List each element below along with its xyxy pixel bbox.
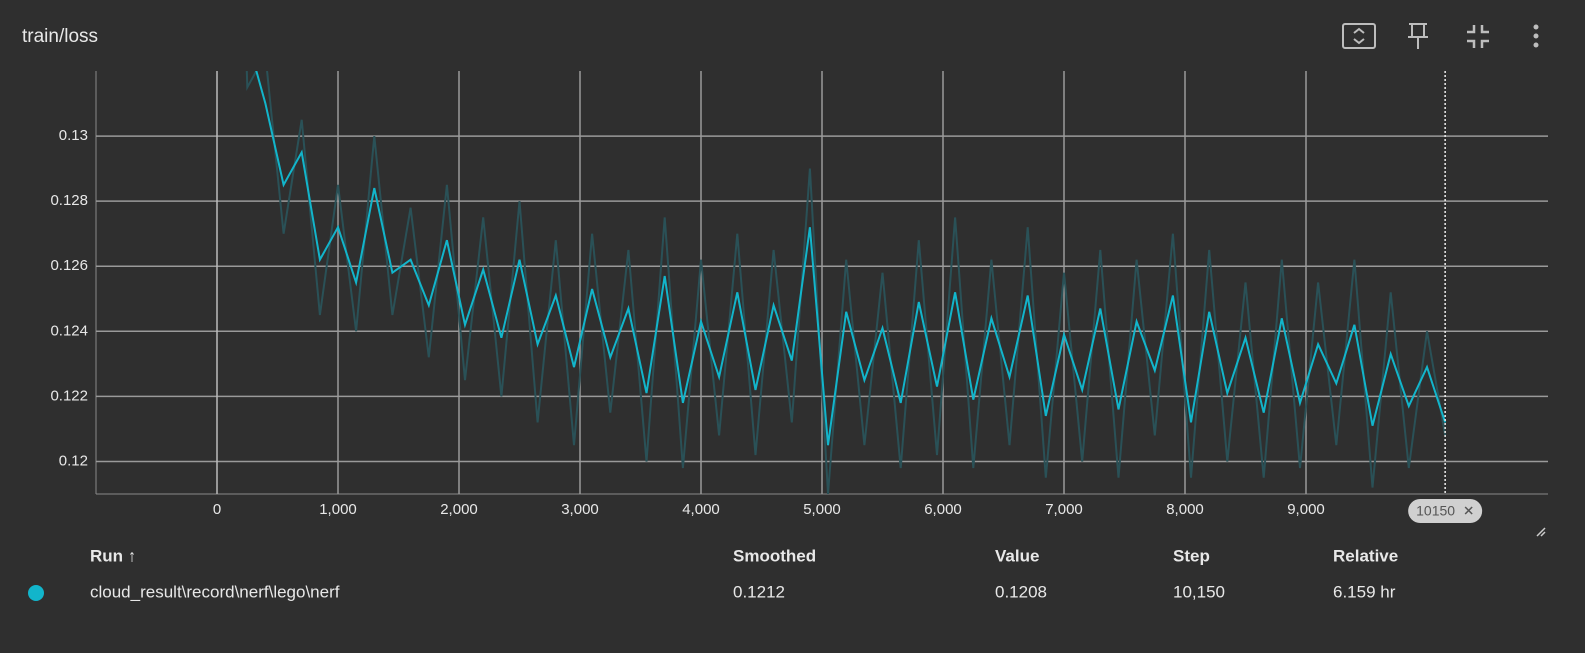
x-tick-label: 5,000 [803, 501, 841, 518]
table-cell: 0.1212 [733, 582, 785, 601]
series-line [255, 71, 1447, 446]
x-tick-label: 2,000 [440, 501, 478, 518]
y-tick-label: 0.12 [59, 452, 88, 469]
table-header: Smoothed [733, 546, 816, 565]
hover-step-label: 10150 [1416, 503, 1455, 519]
x-tick-label: 8,000 [1166, 501, 1204, 518]
table-cell: 6.159 hr [1333, 582, 1396, 601]
x-tick-label: 0 [213, 501, 221, 518]
x-tick-label: 6,000 [924, 501, 962, 518]
table-header: Value [995, 546, 1039, 565]
table-cell: cloud_result\record\nerf\lego\nerf [90, 582, 340, 601]
collapse-button[interactable] [1467, 25, 1489, 48]
y-tick-label: 0.122 [50, 387, 88, 404]
table-cell: 0.1208 [995, 582, 1047, 601]
fullscreen-button[interactable] [1342, 23, 1376, 49]
resize-handle[interactable] [1536, 527, 1546, 537]
run-swatch[interactable] [28, 585, 44, 601]
x-tick-label: 3,000 [561, 501, 599, 518]
x-tick-label: 1,000 [319, 501, 357, 518]
hover-close[interactable] [1464, 506, 1473, 515]
y-tick-label: 0.126 [50, 257, 88, 274]
table-header: Relative [1333, 546, 1398, 565]
y-tick-label: 0.128 [50, 192, 88, 209]
table-header: Step [1173, 546, 1210, 565]
x-tick-label: 9,000 [1287, 501, 1325, 518]
hover-badge [1408, 499, 1483, 523]
chart-title: train/loss [22, 26, 98, 47]
menu-button[interactable] [1533, 24, 1539, 48]
table-cell: 10,150 [1173, 582, 1225, 601]
pin-button[interactable] [1408, 23, 1428, 49]
x-tick-label: 4,000 [682, 501, 720, 518]
x-tick-label: 7,000 [1045, 501, 1083, 518]
table-header: Run ↑ [90, 546, 136, 565]
y-tick-label: 0.13 [59, 127, 88, 144]
y-tick-label: 0.124 [50, 322, 88, 339]
